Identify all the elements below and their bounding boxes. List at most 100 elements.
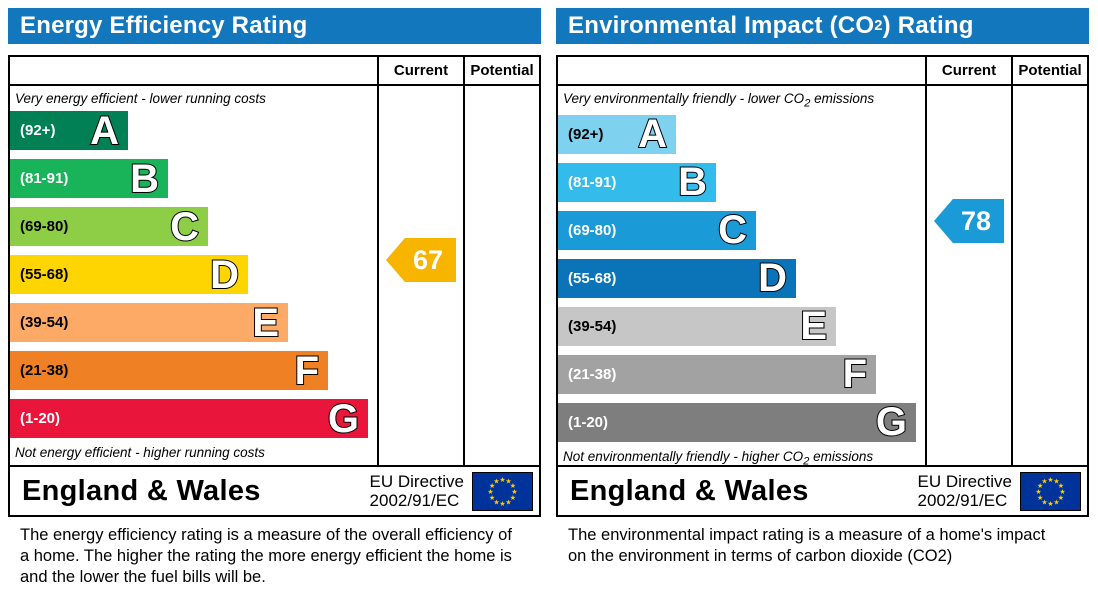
environmental-band-f: (21-38) F — [558, 352, 876, 397]
caption-text: Not environmentally friendly - higher CO — [563, 448, 804, 464]
environmental-potential-cell — [1011, 86, 1087, 465]
band-range: (69-80) — [568, 221, 617, 239]
svg-text:★: ★ — [1035, 488, 1041, 496]
band-letter: B — [677, 160, 708, 205]
energy-band-d: (55-68) D — [10, 252, 248, 297]
svg-text:★: ★ — [510, 494, 516, 502]
band-range: (39-54) — [568, 317, 617, 335]
environmental-band-e: (39-54) E — [558, 304, 836, 349]
band-letter: D — [757, 256, 788, 301]
environmental-caption-bottom: Not environmentally friendly - higher CO… — [558, 449, 925, 465]
energy-current-value: 67 — [412, 244, 444, 275]
svg-text:★: ★ — [489, 482, 495, 490]
svg-text:★: ★ — [487, 488, 493, 496]
energy-current-cell: 67 — [377, 86, 463, 465]
svg-text:★: ★ — [1041, 498, 1047, 506]
energy-panel-title: Energy Efficiency Rating — [8, 8, 541, 44]
caption-subscript: 2 — [803, 455, 810, 465]
band-letter: F — [294, 348, 320, 393]
caption-text: emissions — [810, 91, 875, 106]
current-column-header: Current — [377, 57, 463, 84]
environmental-band-a: (92+) A — [558, 112, 676, 157]
energy-current-arrow: 67 — [386, 238, 456, 282]
energy-caption-top: Very energy efficient - lower running co… — [15, 91, 266, 106]
svg-text:★: ★ — [1047, 476, 1053, 484]
svg-text:★: ★ — [1053, 477, 1059, 485]
band-range: (21-38) — [568, 365, 617, 383]
band-letter: G — [327, 396, 360, 441]
band-letter: G — [875, 400, 908, 445]
environmental-current-arrow: 78 — [934, 199, 1004, 243]
svg-text:★: ★ — [1058, 482, 1064, 490]
svg-text:★: ★ — [499, 500, 505, 508]
eu-directive-label: EU Directive 2002/91/EC — [918, 472, 1012, 510]
band-range: (81-91) — [568, 173, 617, 191]
svg-text:★: ★ — [493, 477, 499, 485]
energy-band-chart: Very energy efficient - lower running co… — [10, 86, 377, 465]
band-letter: D — [209, 252, 240, 297]
environmental-band-g: (1-20) G — [558, 400, 916, 445]
environmental-impact-panel: Environmental Impact (CO 2) Rating Curren… — [556, 8, 1089, 517]
eu-directive-label: EU Directive 2002/91/EC — [370, 472, 464, 510]
title-text: ) Rating — [882, 12, 974, 39]
environmental-rating-table: Current Potential Very environmentally f… — [556, 55, 1089, 517]
svg-text:★: ★ — [1059, 488, 1065, 496]
energy-description: The energy efficiency rating is a measur… — [20, 526, 512, 586]
band-letter: B — [129, 156, 160, 201]
band-letter: A — [89, 108, 120, 153]
svg-text:★: ★ — [489, 494, 495, 502]
header-spacer — [10, 57, 377, 84]
energy-caption-bottom: Not energy efficient - higher running co… — [15, 445, 265, 460]
region-label: England & Wales — [22, 474, 261, 507]
band-range: (81-91) — [20, 170, 69, 187]
environmental-caption-top: Very environmentally friendly - lower CO… — [558, 91, 925, 110]
potential-column-header: Potential — [463, 57, 539, 84]
band-letter: C — [717, 208, 748, 253]
header-spacer — [558, 57, 925, 84]
svg-text:★: ★ — [1037, 482, 1043, 490]
environmental-band-chart: Very environmentally friendly - lower CO… — [558, 86, 925, 465]
energy-band-a: (92+) A — [10, 108, 128, 153]
environmental-table-body: Very environmentally friendly - lower CO… — [558, 86, 1087, 465]
band-range: (92+) — [20, 122, 56, 139]
energy-table-header: Current Potential — [10, 57, 539, 86]
svg-text:★: ★ — [505, 498, 511, 506]
svg-text:★: ★ — [1053, 498, 1059, 506]
description-row: The energy efficiency rating is a measur… — [0, 525, 1098, 588]
band-letter: A — [637, 112, 668, 157]
environmental-band-b: (81-91) B — [558, 160, 716, 205]
energy-band-b: (81-91) B — [10, 156, 168, 201]
directive-line2: 2002/91/EC — [369, 491, 460, 510]
svg-text:★: ★ — [493, 498, 499, 506]
environmental-band-c: (69-80) C — [558, 208, 756, 253]
band-range: (55-68) — [20, 266, 69, 283]
svg-text:★: ★ — [499, 476, 505, 484]
eu-flag-icon: ★ ★ ★ ★ ★ ★ ★ ★ ★ ★ ★ ★ — [1020, 471, 1081, 511]
environmental-table-footer: England & Wales EU Directive 2002/91/EC … — [558, 465, 1087, 515]
title-text: Environmental Impact (CO — [568, 12, 875, 39]
caption-subscript: 2 — [804, 97, 811, 110]
svg-text:★: ★ — [511, 488, 517, 496]
energy-potential-cell — [463, 86, 539, 465]
environmental-description: The environmental impact rating is a mea… — [568, 526, 1046, 565]
environmental-table-header: Current Potential — [558, 57, 1087, 86]
title-subscript: 2 — [874, 18, 883, 34]
directive-line2: 2002/91/EC — [917, 491, 1008, 510]
svg-text:★: ★ — [1047, 500, 1053, 508]
band-range: (69-80) — [20, 218, 69, 235]
environmental-current-value: 78 — [960, 205, 992, 236]
region-label: England & Wales — [570, 474, 809, 507]
energy-table-body: Very energy efficient - lower running co… — [10, 86, 539, 465]
band-letter: E — [799, 304, 828, 349]
band-letter: F — [842, 352, 868, 397]
environmental-current-cell: 78 — [925, 86, 1011, 465]
rating-panels: Energy Efficiency Rating Current Potenti… — [8, 8, 1089, 517]
caption-text: emissions — [809, 448, 874, 464]
environmental-band-d: (55-68) D — [558, 256, 796, 301]
svg-text:★: ★ — [1041, 477, 1047, 485]
band-range: (92+) — [568, 125, 604, 143]
directive-line1: EU Directive — [917, 471, 1012, 491]
svg-text:★: ★ — [1037, 494, 1043, 502]
band-letter: C — [169, 204, 200, 249]
